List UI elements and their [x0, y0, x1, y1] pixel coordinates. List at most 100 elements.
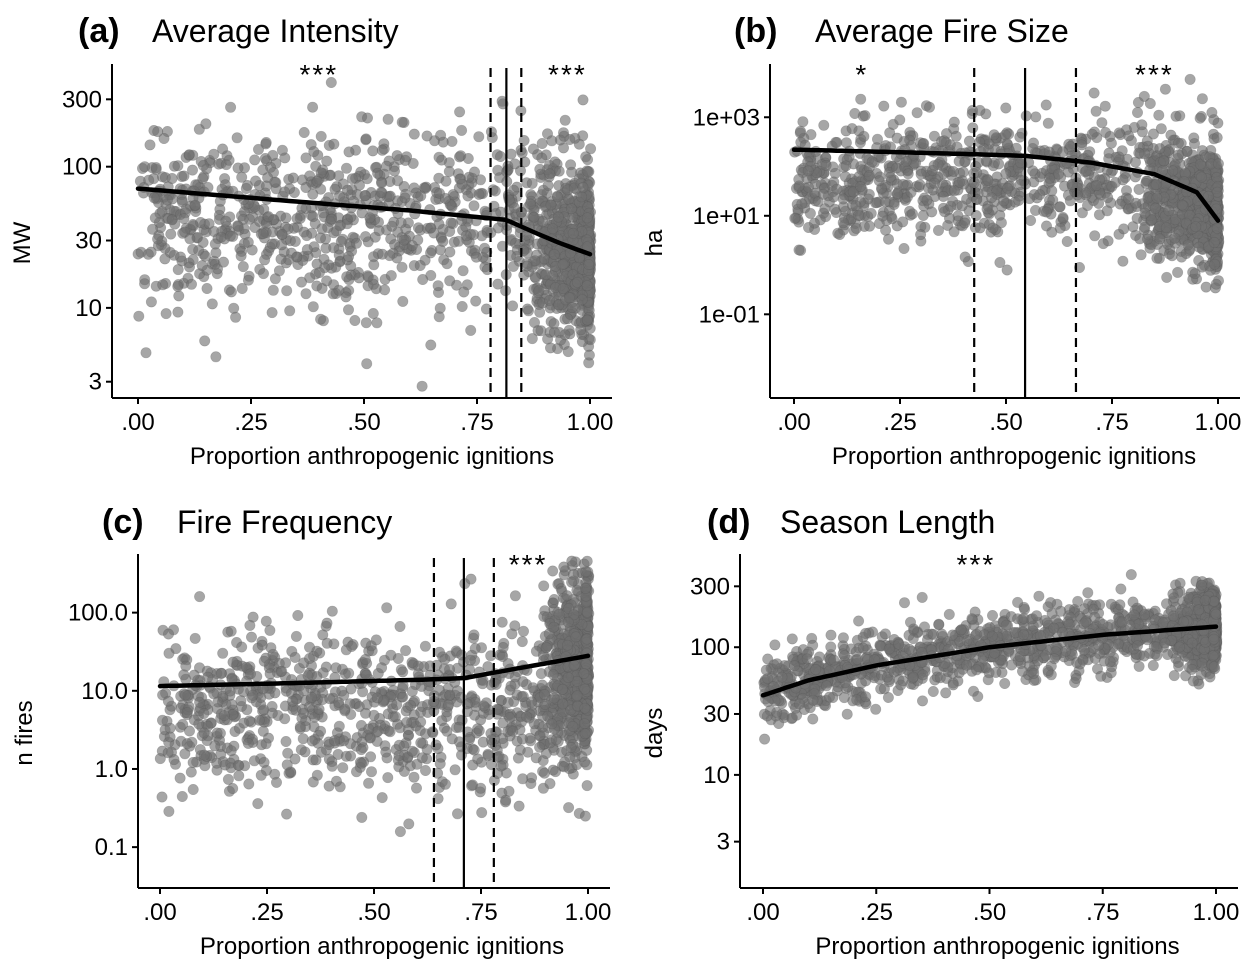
- data-point: [297, 733, 309, 745]
- data-point: [864, 220, 876, 232]
- data-point: [582, 154, 594, 166]
- panel-title: Average Fire Size: [815, 13, 1069, 49]
- data-point: [1025, 215, 1037, 227]
- data-point: [1057, 146, 1069, 158]
- data-point: [981, 203, 993, 215]
- data-point: [866, 156, 878, 168]
- data-point: [187, 164, 199, 176]
- data-point: [517, 676, 529, 688]
- y-tick-label: 100: [62, 154, 102, 181]
- data-point: [209, 740, 221, 752]
- data-point: [379, 284, 391, 296]
- data-point: [1154, 233, 1166, 245]
- data-point: [440, 175, 452, 187]
- data-point: [376, 177, 388, 189]
- data-point: [562, 616, 574, 628]
- data-point: [576, 336, 588, 348]
- data-point: [557, 683, 569, 695]
- data-point: [296, 202, 308, 214]
- data-point: [321, 155, 333, 167]
- data-point: [341, 271, 353, 283]
- data-point: [953, 155, 965, 167]
- data-point: [328, 242, 340, 254]
- data-point: [161, 194, 173, 206]
- data-point: [249, 154, 261, 166]
- data-point: [855, 181, 867, 193]
- y-tick-label: 100.0: [68, 600, 128, 627]
- x-tick-label: .50: [989, 409, 1022, 436]
- data-point: [877, 210, 889, 222]
- data-point: [871, 133, 883, 145]
- data-point: [345, 211, 357, 223]
- data-point: [225, 745, 237, 757]
- data-point: [178, 170, 190, 182]
- data-point: [430, 739, 442, 751]
- data-point: [281, 759, 293, 771]
- data-point: [183, 149, 195, 161]
- data-point: [987, 222, 999, 234]
- data-point: [497, 641, 509, 653]
- data-point: [1161, 271, 1173, 283]
- data-point: [295, 276, 307, 288]
- data-point: [546, 718, 558, 730]
- data-point: [503, 785, 515, 797]
- data-point: [397, 295, 409, 307]
- x-tick-label: .00: [143, 899, 176, 926]
- x-tick-label: .50: [357, 899, 390, 926]
- data-point: [172, 264, 184, 276]
- data-point: [158, 133, 170, 145]
- data-point: [257, 164, 269, 176]
- data-point: [306, 691, 318, 703]
- data-point: [794, 125, 806, 137]
- data-point: [562, 313, 574, 325]
- data-point: [557, 283, 569, 295]
- data-point: [291, 251, 303, 263]
- data-point: [536, 679, 548, 691]
- data-point: [258, 655, 270, 667]
- data-point: [465, 573, 477, 585]
- data-point: [970, 210, 982, 222]
- data-point: [439, 192, 451, 204]
- data-point: [1090, 105, 1102, 117]
- data-point: [1172, 149, 1184, 161]
- y-tick-label: 10: [75, 295, 102, 322]
- data-point: [538, 767, 550, 779]
- x-axis-label: Proportion anthropogenic ignitions: [190, 443, 554, 470]
- data-point: [144, 139, 156, 151]
- data-point: [563, 802, 575, 814]
- data-point: [1123, 130, 1135, 142]
- data-point: [232, 162, 244, 174]
- data-point: [495, 206, 507, 218]
- data-point: [921, 194, 933, 206]
- data-point: [470, 295, 482, 307]
- data-point: [270, 776, 282, 788]
- y-tick-label: 300: [62, 86, 102, 113]
- data-point: [1064, 195, 1076, 207]
- data-point: [247, 689, 259, 701]
- data-point: [444, 275, 456, 287]
- data-point: [993, 158, 1005, 170]
- data-point: [802, 165, 814, 177]
- data-point: [1105, 137, 1117, 149]
- data-point: [456, 300, 468, 312]
- data-point: [225, 101, 237, 113]
- data-point: [350, 237, 362, 249]
- data-point: [540, 642, 552, 654]
- data-point: [521, 711, 533, 723]
- data-point: [831, 137, 843, 149]
- data-point: [496, 240, 508, 252]
- y-axis-label: ha: [641, 229, 668, 256]
- x-axis-label: Proportion anthropogenic ignitions: [832, 443, 1196, 470]
- data-point: [559, 329, 571, 341]
- data-point: [321, 637, 333, 649]
- data-point: [558, 761, 570, 773]
- data-point: [257, 268, 269, 280]
- data-point: [1144, 98, 1156, 110]
- data-point: [967, 122, 979, 134]
- data-point: [1130, 156, 1142, 168]
- data-point: [266, 307, 278, 319]
- data-point: [894, 114, 906, 126]
- data-point: [536, 152, 548, 164]
- data-point: [982, 174, 994, 186]
